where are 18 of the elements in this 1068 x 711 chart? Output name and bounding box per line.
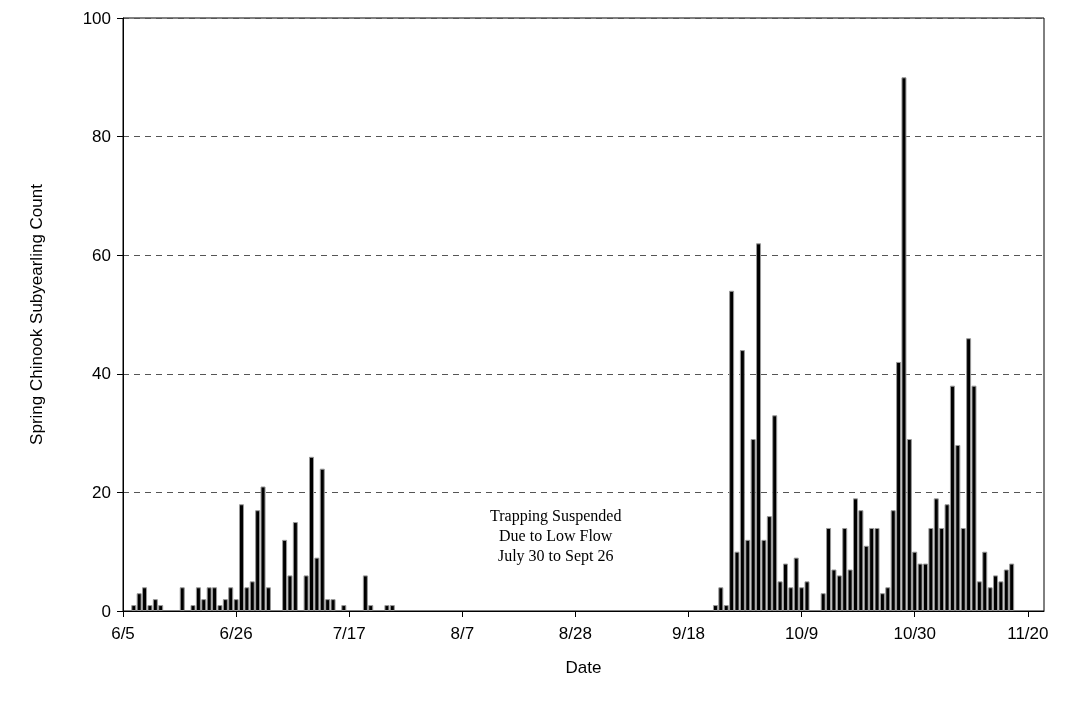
x-tick-label: 10/9: [785, 624, 819, 643]
y-axis-title: Spring Chinook Subyearling Count: [27, 183, 46, 445]
x-tick-label: 7/17: [332, 624, 366, 643]
x-tick-label: 6/26: [219, 624, 253, 643]
x-tick-label: 8/28: [558, 624, 592, 643]
y-tick-label: 80: [92, 127, 111, 147]
y-tick-label: 100: [82, 8, 111, 28]
y-tick-label: 40: [92, 364, 111, 384]
y-tick-label: 0: [101, 601, 111, 621]
x-tick-label: 9/18: [671, 624, 706, 643]
x-tick-label: 10/30: [893, 624, 937, 643]
x-tick-label: 8/7: [450, 624, 475, 643]
y-tick-label: 60: [92, 245, 111, 265]
annotation: Trapping Suspended Due to Low Flow July 30 to Sept 26: [490, 506, 622, 565]
x-tick-label: 6/5: [111, 624, 135, 643]
x-axis-title: Date: [565, 658, 602, 677]
y-tick-label: 20: [92, 482, 111, 502]
x-tick-label: 11/20: [1007, 624, 1049, 643]
